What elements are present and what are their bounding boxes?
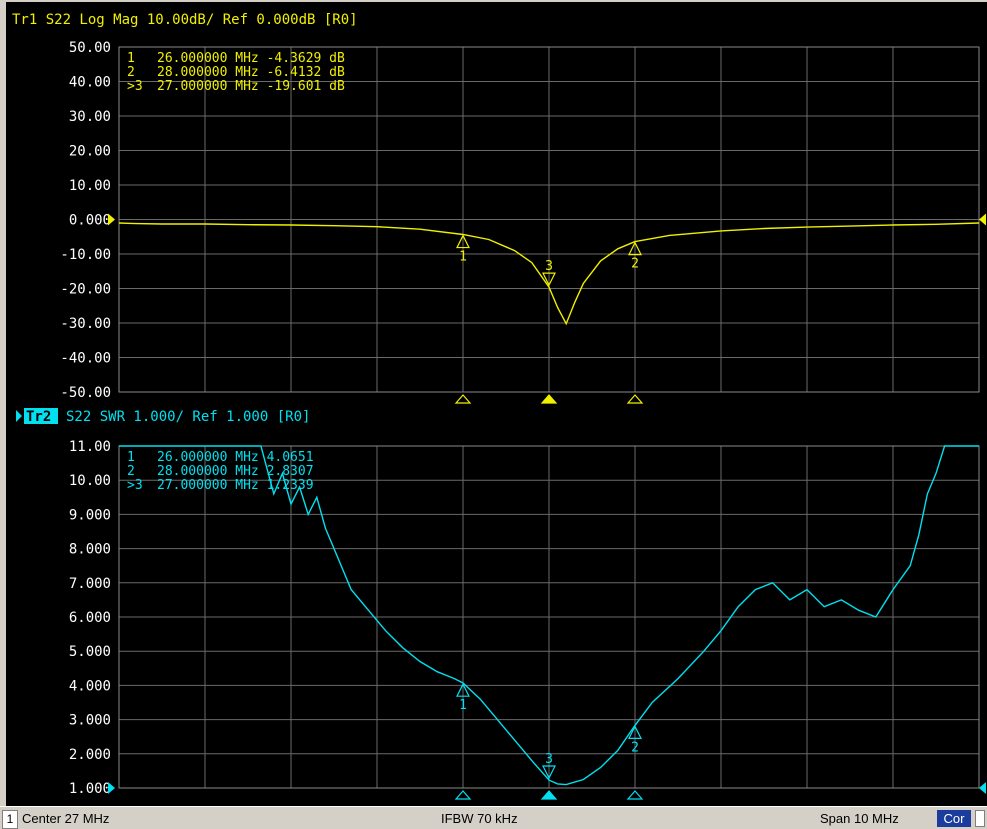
display-background: [0, 0, 987, 806]
y-tick-label: -40.00: [60, 351, 111, 367]
span-frequency[interactable]: Span 10 MHz: [820, 811, 899, 826]
marker-number: 3: [545, 259, 553, 274]
frame-left-edge: [0, 0, 6, 806]
y-tick-label: 1.000: [69, 781, 111, 797]
y-tick-label: 6.000: [69, 610, 111, 626]
reference-arrow-icon[interactable]: [108, 782, 115, 794]
if-bandwidth[interactable]: IFBW 70 kHz: [441, 811, 518, 826]
reference-arrow-right-icon: [979, 782, 986, 794]
y-tick-label: 10.00: [69, 473, 111, 489]
trace-line: [119, 445, 979, 786]
marker-readout-index: >3: [127, 79, 143, 94]
trace1-logmag-chart: 50.00 40.00 30.00 20.00 10.00 0.000 -10.00 -20.…: [60, 40, 986, 404]
marker-number: 1: [459, 250, 467, 265]
y-tick-label: 0.000: [69, 213, 111, 229]
marker-2[interactable]: 2: [628, 241, 642, 272]
marker-down-triangle-icon: [542, 272, 556, 287]
y-tick-label: 9.000: [69, 507, 111, 523]
y-tick-label: 4.000: [69, 678, 111, 694]
y-tick-label: 11.00: [69, 439, 111, 455]
y-tick-label: 7.000: [69, 576, 111, 592]
marker-readout-index: 2: [127, 464, 135, 479]
y-tick-label: 20.00: [69, 144, 111, 160]
status-bar: 1 Center 27 MHz IFBW 70 kHz Span 10 MHz …: [0, 806, 987, 829]
correction-indicator[interactable]: Cor: [937, 810, 971, 827]
trace2-badge: Tr2: [26, 409, 51, 425]
stimulus-marker-icon[interactable]: [540, 394, 558, 404]
active-trace-arrow-icon: [16, 410, 22, 422]
vna-display: Tr1 S22 Log Mag 10.00dB/ Ref 0.000dB [R0…: [0, 0, 987, 806]
marker-readout: 26.000000 MHz 4.0651: [157, 450, 314, 465]
marker-readout: 27.000000 MHz 1.2339: [157, 478, 314, 493]
reference-arrow-right-icon: [979, 213, 986, 226]
trace2-swr-chart: 11.00 10.00 9.000 8.000 7.000 6.000 5.000 4.000…: [69, 439, 986, 800]
marker-up-triangle-icon: [628, 241, 642, 256]
trace-line: [118, 222, 980, 326]
marker-3[interactable]: 3: [542, 259, 556, 287]
marker-readout: 28.000000 MHz -6.4132 dB: [157, 65, 345, 80]
marker-readout-index: >3: [127, 478, 143, 493]
marker-readout: 28.000000 MHz 2.8307: [157, 464, 314, 479]
trace1-title[interactable]: Tr1 S22 Log Mag 10.00dB/ Ref 0.000dB [R0…: [12, 12, 358, 28]
y-tick-label: 40.00: [69, 75, 111, 91]
trace2-badge-bg: [24, 408, 58, 424]
marker-number: 3: [545, 752, 553, 767]
marker-readout: 27.000000 MHz -19.601 dB: [157, 79, 345, 94]
stimulus-marker-icon[interactable]: [540, 790, 558, 800]
reference-arrow-icon[interactable]: [108, 213, 115, 226]
marker-readout: 26.000000 MHz -4.3629 dB: [157, 51, 345, 66]
marker-number: 1: [459, 698, 467, 713]
stimulus-marker-icon[interactable]: [626, 790, 644, 800]
marker-readout-index: 1: [127, 450, 135, 465]
marker-2[interactable]: 2: [628, 725, 642, 755]
marker-up-triangle-icon: [456, 234, 470, 249]
stimulus-marker-icon[interactable]: [454, 790, 472, 800]
y-tick-label: 5.000: [69, 644, 111, 660]
stimulus-marker-icon[interactable]: [626, 394, 644, 404]
marker-down-triangle-icon: [542, 765, 556, 780]
frame-top-edge: [0, 0, 987, 2]
channel-indicator[interactable]: 1: [2, 810, 18, 829]
stimulus-marker-icon[interactable]: [454, 394, 472, 404]
marker-1[interactable]: 1: [456, 234, 470, 265]
trace2-title: S22 SWR 1.000/ Ref 1.000 [R0]: [66, 409, 310, 425]
y-tick-label: -10.00: [60, 247, 111, 263]
y-tick-label: 30.00: [69, 109, 111, 125]
marker-up-triangle-icon: [456, 682, 470, 697]
center-frequency[interactable]: Center 27 MHz: [22, 811, 110, 826]
marker-1[interactable]: 1: [456, 682, 470, 713]
y-tick-label: -30.00: [60, 316, 111, 332]
marker-readout-index: 1: [127, 51, 135, 66]
y-tick-label: 50.00: [69, 40, 111, 56]
y-tick-label: 3.000: [69, 713, 111, 729]
marker-number: 2: [631, 257, 639, 272]
trace2-header[interactable]: Tr2 S22 SWR 1.000/ Ref 1.000 [R0]: [16, 408, 310, 425]
y-tick-label: 8.000: [69, 542, 111, 558]
marker-number: 2: [631, 740, 639, 755]
y-tick-label: 2.000: [69, 747, 111, 763]
marker-3[interactable]: 3: [542, 752, 556, 780]
plot-frame: [118, 445, 980, 789]
y-tick-label: 10.00: [69, 178, 111, 194]
marker-readout-index: 2: [127, 65, 135, 80]
y-tick-label: -20.00: [60, 282, 111, 298]
status-overflow-indicator: [975, 810, 985, 827]
marker-up-triangle-icon: [628, 725, 642, 739]
y-tick-label: -50.00: [60, 385, 111, 401]
